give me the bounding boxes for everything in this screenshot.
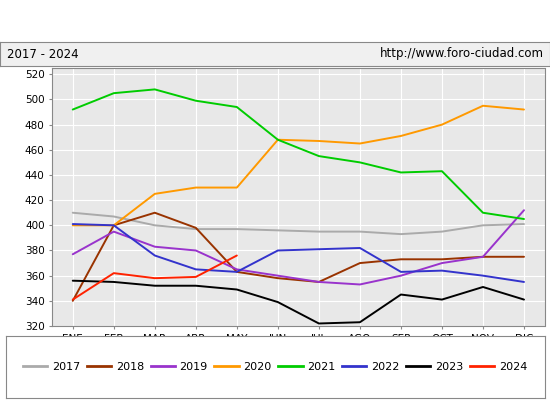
Text: Evolucion del paro registrado en San Fulgencio: Evolucion del paro registrado en San Ful… — [103, 14, 447, 28]
Legend: 2017, 2018, 2019, 2020, 2021, 2022, 2023, 2024: 2017, 2018, 2019, 2020, 2021, 2022, 2023… — [19, 358, 531, 376]
Text: 2017 - 2024: 2017 - 2024 — [7, 48, 78, 60]
Text: http://www.foro-ciudad.com: http://www.foro-ciudad.com — [379, 48, 543, 60]
